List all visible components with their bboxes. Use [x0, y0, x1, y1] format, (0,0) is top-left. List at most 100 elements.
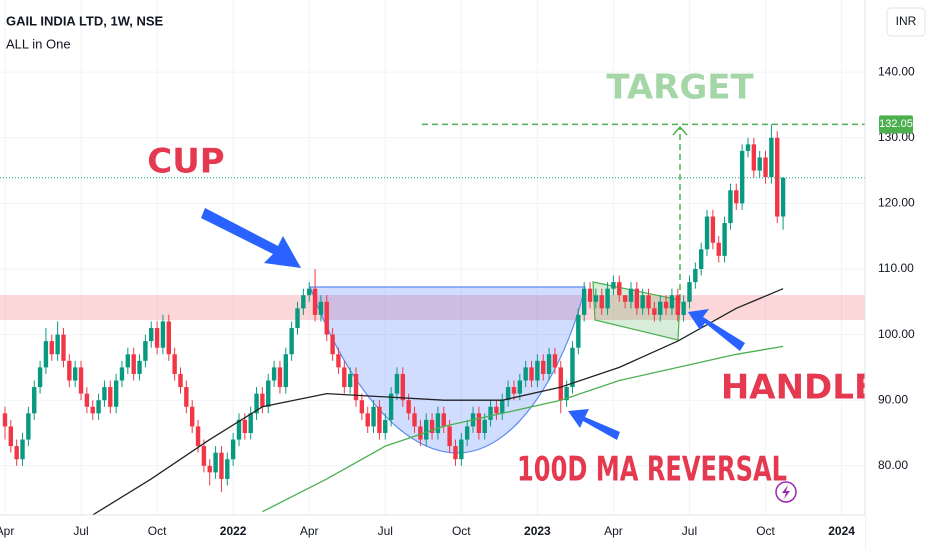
- candle-body: [564, 387, 569, 401]
- candle-body: [266, 380, 271, 407]
- candle-body: [49, 341, 54, 355]
- candle-body: [400, 373, 406, 401]
- candle-body: [669, 295, 675, 309]
- x-tick-label: Oct: [452, 524, 471, 538]
- candle-body: [675, 295, 680, 315]
- target-label: TARGET: [606, 68, 754, 108]
- candle-body: [195, 426, 201, 447]
- candle-body: [318, 301, 324, 315]
- y-tick-label: 100.00: [878, 327, 915, 341]
- grid: [0, 0, 865, 515]
- candle-body: [342, 367, 347, 388]
- candle-body: [412, 413, 417, 427]
- candle-body: [546, 354, 552, 374]
- candle-body: [429, 419, 435, 433]
- candle-body: [295, 308, 300, 329]
- candle-body: [658, 301, 663, 315]
- candle-body: [441, 413, 446, 427]
- y-tick-label: 120.00: [878, 196, 915, 210]
- candle-body: [652, 308, 657, 315]
- candle-body: [482, 419, 487, 433]
- candle-body: [113, 380, 119, 407]
- candle-body: [201, 446, 207, 466]
- candle-body: [710, 216, 716, 243]
- candle-body: [96, 400, 101, 414]
- candle-body: [371, 406, 376, 427]
- candle-body: [640, 295, 645, 309]
- candle-body: [745, 144, 751, 151]
- candle-body: [587, 288, 593, 302]
- candle-body: [219, 452, 224, 479]
- candle-body: [511, 387, 517, 394]
- target-price-tag: [879, 115, 913, 134]
- candle-body: [769, 137, 774, 178]
- candle-body: [681, 301, 686, 315]
- candle-body: [535, 360, 540, 381]
- x-tick-label: Oct: [756, 524, 775, 538]
- candle-body: [704, 216, 710, 250]
- candle-body: [225, 459, 230, 479]
- candle-body: [581, 288, 587, 315]
- indicator-name: ALL in One: [6, 36, 71, 51]
- candle-body: [154, 328, 160, 348]
- candle-body: [119, 367, 125, 381]
- candle-body: [394, 373, 400, 394]
- currency-button[interactable]: [886, 7, 926, 37]
- x-tick-label: 2023: [524, 524, 551, 538]
- candle-body: [307, 288, 312, 296]
- candle-body: [207, 465, 212, 473]
- y-tick-label: 110.00: [878, 261, 914, 275]
- resistance-zone: [0, 295, 865, 320]
- moving-average: [92, 288, 784, 516]
- candle-body: [500, 400, 505, 414]
- x-tick-label: Jul: [378, 524, 393, 538]
- candle-body: [108, 387, 113, 407]
- candle-body: [763, 157, 768, 178]
- candle-body: [722, 223, 727, 256]
- candle-body: [289, 328, 294, 355]
- candle-body: [102, 387, 107, 401]
- candle-body: [213, 452, 218, 473]
- candle-body: [301, 295, 306, 309]
- currency: INR: [896, 14, 917, 28]
- y-tick-label: 130.00: [878, 130, 915, 144]
- candle-body: [447, 426, 452, 447]
- y-tick-label: 90.00: [878, 392, 908, 406]
- axes: 80.00 90.00 100.00 110.00 120.00 130.00 140.00…: [0, 64, 915, 538]
- candle-body: [260, 393, 265, 407]
- candle-body: [617, 282, 622, 296]
- candle-body: [365, 413, 370, 427]
- candle-body: [125, 354, 131, 368]
- candle-body: [775, 137, 780, 217]
- candle-body: [552, 354, 558, 368]
- candle-body: [780, 177, 786, 217]
- candle-body: [90, 406, 95, 414]
- candle-body: [424, 419, 429, 440]
- ma-arrow: [568, 409, 620, 440]
- candle-body: [166, 321, 171, 355]
- candle-body: [541, 360, 546, 374]
- candle-body: [137, 360, 142, 374]
- x-tick-label: Jul: [73, 524, 88, 538]
- candle-body: [751, 144, 757, 171]
- candle-body: [406, 400, 411, 414]
- candle-body: [324, 301, 329, 335]
- candle-body: [646, 295, 651, 309]
- candle-body: [178, 373, 183, 388]
- candle-body: [453, 446, 458, 460]
- candle-body: [388, 393, 394, 420]
- candle-body: [131, 354, 136, 374]
- candle-body: [494, 406, 499, 414]
- x-tick-label: 2024: [828, 524, 855, 538]
- candle-body: [55, 334, 60, 355]
- candle-body: [184, 387, 189, 407]
- candle-body: [377, 406, 382, 433]
- candle-body: [622, 295, 628, 302]
- candle-body: [347, 373, 353, 388]
- candle-body: [312, 288, 318, 315]
- candle-body: [20, 439, 25, 460]
- x-tick-label: Apr: [300, 524, 319, 538]
- candle-body: [189, 406, 195, 427]
- candle-body: [160, 321, 166, 348]
